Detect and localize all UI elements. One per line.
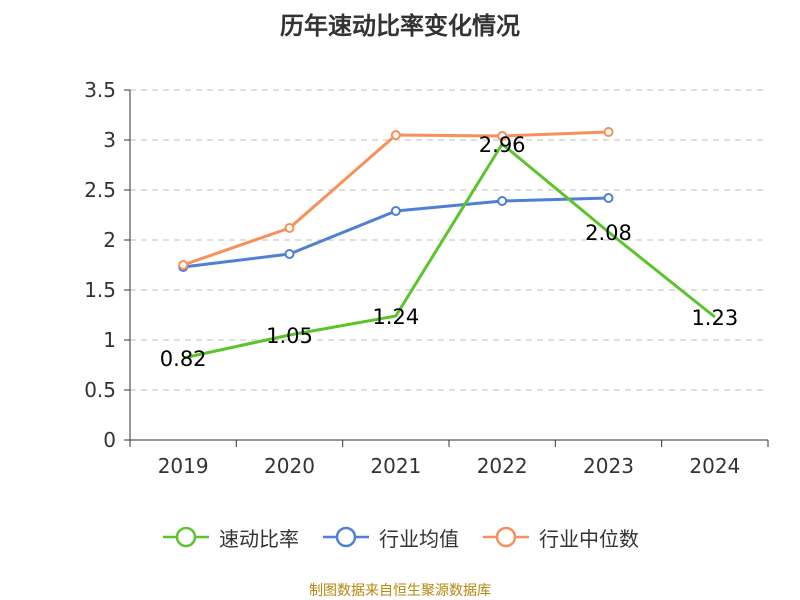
y-tick-label: 1.5 <box>84 278 116 302</box>
data-label: 2.96 <box>479 133 526 157</box>
legend-marker-icon <box>483 526 529 548</box>
y-tick-label: 0.5 <box>84 378 116 402</box>
legend-item[interactable]: 速动比率 <box>161 523 299 552</box>
source-note: 制图数据来自恒生聚源数据库 <box>309 583 491 599</box>
x-tick-label: 2019 <box>158 454 209 478</box>
data-point <box>390 130 401 140</box>
data-point <box>284 223 295 233</box>
legend-marker-icon <box>323 526 369 548</box>
legend-label: 行业中位数 <box>539 526 639 551</box>
series-line-0 <box>182 142 716 360</box>
y-tick-label: 3 <box>103 128 116 152</box>
chart-title: 历年速动比率变化情况 <box>280 12 520 40</box>
data-label: 2.08 <box>585 221 632 245</box>
legend: 速动比率 行业均值 行业中位数 <box>0 520 800 554</box>
legend-item[interactable]: 行业均值 <box>321 523 459 552</box>
y-tick-label: 2 <box>103 228 116 252</box>
legend-label: 行业均值 <box>379 526 459 551</box>
y-tick-label: 0 <box>103 428 116 452</box>
y-tick-label: 3.5 <box>84 78 116 102</box>
grid-layer <box>130 89 768 391</box>
y-tick-label: 2.5 <box>84 178 116 202</box>
data-label: 1.24 <box>372 305 419 329</box>
data-label-layer: 0.82 1.05 1.24 2.96 2.08 1.23 <box>160 133 738 371</box>
x-tick-label: 2023 <box>583 454 634 478</box>
x-tick-label: 2024 <box>689 454 740 478</box>
data-label: 1.05 <box>266 324 313 348</box>
legend-marker-icon <box>163 526 209 548</box>
x-tick-label: 2021 <box>370 454 421 478</box>
axis-layer: 0 0.5 1 1.5 2 2.5 3 3.5 2019 2020 2021 2022 2023 2024 <box>84 78 769 478</box>
data-point <box>390 206 401 216</box>
y-tick-label: 1 <box>103 328 116 352</box>
data-point <box>603 127 614 137</box>
data-label: 1.23 <box>691 306 738 330</box>
data-point <box>603 193 614 203</box>
data-point <box>497 131 508 141</box>
x-tick-label: 2020 <box>264 454 315 478</box>
series-layer <box>178 127 716 360</box>
x-tick-label: 2022 <box>477 454 528 478</box>
data-point <box>178 260 189 270</box>
data-point <box>284 249 295 259</box>
legend-item[interactable]: 行业中位数 <box>481 523 639 552</box>
data-label: 0.82 <box>160 347 207 371</box>
legend-label: 速动比率 <box>219 526 299 551</box>
data-point <box>497 196 508 206</box>
